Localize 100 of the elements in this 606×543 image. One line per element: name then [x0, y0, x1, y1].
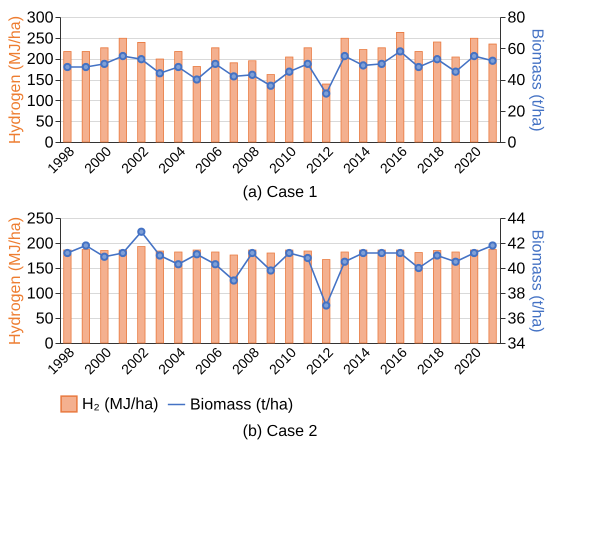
bar: [414, 252, 423, 344]
y-tick-label: 0: [44, 336, 54, 352]
point: [396, 248, 404, 258]
point: [285, 68, 294, 76]
point: [82, 241, 90, 250]
y-axis-title: Hydrogen (MJ/ha): [6, 216, 24, 346]
point: [359, 61, 368, 70]
bar: [192, 250, 201, 344]
legend-label: H₂ (MJ/ha): [82, 396, 158, 413]
y2-tick-label: 38: [508, 286, 526, 302]
y-tick-label: 100: [26, 286, 54, 302]
y-tick-label: 150: [26, 72, 54, 89]
point: [470, 248, 478, 258]
bar: [248, 250, 256, 344]
bar: [248, 60, 256, 142]
bar: [174, 51, 182, 142]
bar: [304, 250, 312, 344]
bar: [452, 56, 460, 142]
bar: [137, 42, 146, 142]
y-tick-label: 0: [44, 134, 54, 152]
point: [451, 258, 460, 266]
point: [230, 72, 238, 81]
bar: [452, 252, 460, 344]
point: [211, 260, 220, 268]
point: [192, 75, 201, 84]
point: [174, 62, 182, 72]
y2-tick-label: 34: [508, 336, 526, 352]
y-tick-label: 200: [26, 236, 54, 252]
bar: [118, 38, 127, 142]
bar: [378, 47, 386, 142]
y2-tick-label: 40: [508, 72, 526, 89]
point: [285, 248, 294, 258]
point: [359, 248, 368, 258]
bar: [488, 44, 497, 142]
point: [322, 301, 330, 310]
y-tick-label: 300: [26, 10, 54, 26]
point: [137, 55, 146, 64]
point: [248, 70, 256, 79]
point: [248, 248, 256, 258]
point: [230, 276, 238, 285]
y2-tick-label: 80: [508, 10, 526, 26]
y-tick-label: 200: [26, 51, 54, 68]
bar: [230, 62, 238, 142]
point: [304, 60, 312, 68]
y2-tick-label: 36: [508, 310, 526, 328]
bar: [100, 47, 108, 142]
bar: [304, 47, 312, 142]
bar: [230, 254, 238, 344]
bar: [266, 252, 275, 344]
bar: [137, 246, 146, 344]
point: [100, 252, 109, 261]
bar: [359, 250, 368, 344]
point: [137, 228, 146, 236]
y2-tick-label: 44: [508, 210, 526, 228]
point: [63, 62, 72, 72]
y-tick-label: 100: [26, 92, 54, 110]
bar: [433, 250, 442, 344]
bar: [488, 249, 497, 344]
point: [451, 68, 460, 76]
point: [396, 47, 404, 56]
point: [266, 266, 275, 275]
bar: [414, 51, 423, 142]
bar: [285, 56, 294, 142]
point: [63, 248, 72, 258]
bar: [470, 38, 478, 142]
y-tick-label: 250: [26, 210, 54, 228]
bar: [118, 250, 127, 344]
bar: [100, 250, 108, 344]
point: [488, 56, 497, 65]
point: [174, 260, 182, 268]
point: [340, 52, 349, 60]
point: [82, 62, 90, 72]
point: [414, 264, 423, 272]
bar: [211, 47, 220, 142]
text: (b) Case 2: [242, 423, 318, 440]
bar: [285, 250, 294, 344]
bar: [359, 49, 368, 142]
point: [378, 248, 386, 258]
y-tick-label: 250: [26, 30, 54, 48]
point: [414, 62, 423, 72]
bar: [396, 250, 404, 344]
point: [378, 60, 386, 68]
bar: [396, 32, 404, 142]
point: [488, 241, 497, 250]
bar: [340, 38, 349, 142]
point: [432, 55, 442, 64]
bar: [174, 252, 182, 344]
point: [192, 250, 201, 258]
point: [322, 89, 330, 98]
bar: [470, 250, 478, 344]
bar: [156, 58, 164, 142]
y2-axis-title: Biomass (t/ha): [528, 28, 546, 132]
y-tick-label: 50: [36, 114, 54, 131]
bar: [82, 249, 90, 344]
point: [118, 52, 128, 60]
bar: [63, 51, 72, 142]
y-tick-label: 50: [36, 310, 54, 328]
point: [304, 254, 312, 262]
y2-tick-label: 40: [508, 260, 526, 278]
bar: [378, 250, 386, 344]
